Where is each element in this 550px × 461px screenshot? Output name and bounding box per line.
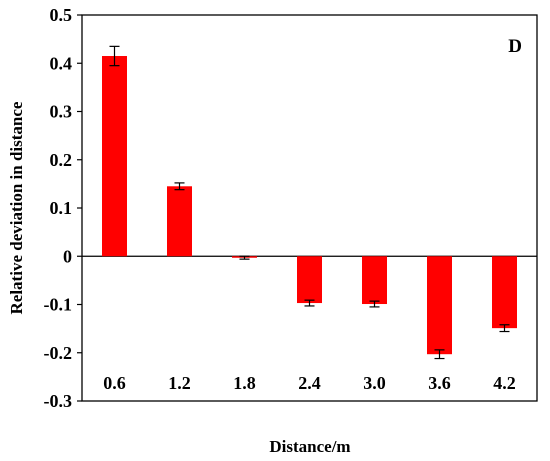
x-tick-label: 0.6 [103,373,126,393]
bar [297,256,322,304]
bar [427,256,452,355]
x-tick-label: 3.0 [363,373,386,393]
x-axis-title: Distance/m [269,437,350,456]
x-axis-tick-labels: 0.6 1.2 1.8 2.4 3.0 3.6 4.2 [103,373,516,393]
y-tick-label: -0.3 [44,391,73,411]
y-tick-label: -0.2 [44,343,73,363]
y-tick-label: 0.2 [50,150,73,170]
bar [362,256,387,305]
x-tick-label: 1.8 [233,373,256,393]
bar [102,56,127,257]
x-tick-label: 2.4 [298,373,321,393]
panel-label: D [508,36,522,57]
y-tick-label: -0.1 [44,295,73,315]
bar [492,256,517,329]
y-tick-label: 0.1 [50,198,73,218]
bar [167,186,192,257]
plot-frame [81,14,538,402]
y-axis-title: Relative deviation in distance [7,101,26,314]
y-tick-label: 0.5 [50,5,73,25]
x-tick-label: 1.2 [168,373,191,393]
x-tick-label: 4.2 [493,373,516,393]
y-tick-label: 0.4 [50,53,73,73]
y-tick-label: 0.3 [50,102,73,122]
y-tick-label: 0 [63,246,72,266]
bar-series [102,45,517,360]
y-axis-ticks: -0.3 -0.2 -0.1 0 0.1 0.2 0.3 0.4 0.5 [44,5,82,411]
x-tick-label: 3.6 [428,373,451,393]
